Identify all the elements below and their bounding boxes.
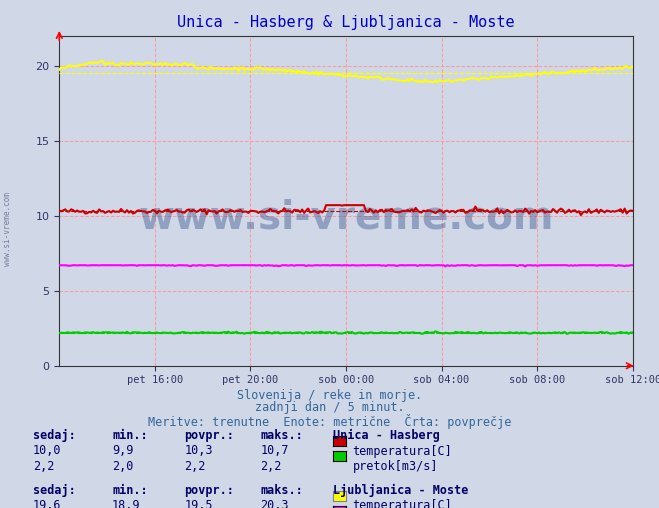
Text: 10,3: 10,3: [185, 444, 213, 458]
Text: temperatura[C]: temperatura[C]: [353, 499, 452, 508]
Text: povpr.:: povpr.:: [185, 429, 235, 442]
Text: 20,3: 20,3: [260, 499, 289, 508]
Text: 2,0: 2,0: [112, 460, 133, 473]
Text: Ljubljanica - Moste: Ljubljanica - Moste: [333, 484, 468, 497]
Text: www.si-vreme.com: www.si-vreme.com: [138, 198, 554, 236]
Text: www.si-vreme.com: www.si-vreme.com: [3, 192, 13, 266]
Text: Slovenija / reke in morje.: Slovenija / reke in morje.: [237, 389, 422, 402]
Text: 19,5: 19,5: [185, 499, 213, 508]
Text: sedaj:: sedaj:: [33, 484, 76, 497]
Text: 2,2: 2,2: [33, 460, 54, 473]
Text: 9,9: 9,9: [112, 444, 133, 458]
Text: min.:: min.:: [112, 429, 148, 442]
Text: sedaj:: sedaj:: [33, 429, 76, 442]
Text: 18,9: 18,9: [112, 499, 140, 508]
Text: Unica - Hasberg: Unica - Hasberg: [333, 429, 440, 442]
Text: temperatura[C]: temperatura[C]: [353, 444, 452, 458]
Text: povpr.:: povpr.:: [185, 484, 235, 497]
Text: zadnji dan / 5 minut.: zadnji dan / 5 minut.: [254, 401, 405, 415]
Text: 2,2: 2,2: [185, 460, 206, 473]
Text: 10,0: 10,0: [33, 444, 61, 458]
Text: maks.:: maks.:: [260, 429, 303, 442]
Text: min.:: min.:: [112, 484, 148, 497]
Text: pretok[m3/s]: pretok[m3/s]: [353, 460, 438, 473]
Text: 2,2: 2,2: [260, 460, 281, 473]
Text: maks.:: maks.:: [260, 484, 303, 497]
Title: Unica - Hasberg & Ljubljanica - Moste: Unica - Hasberg & Ljubljanica - Moste: [177, 15, 515, 30]
Text: Meritve: trenutne  Enote: metrične  Črta: povprečje: Meritve: trenutne Enote: metrične Črta: …: [148, 414, 511, 429]
Text: 10,7: 10,7: [260, 444, 289, 458]
Text: 19,6: 19,6: [33, 499, 61, 508]
